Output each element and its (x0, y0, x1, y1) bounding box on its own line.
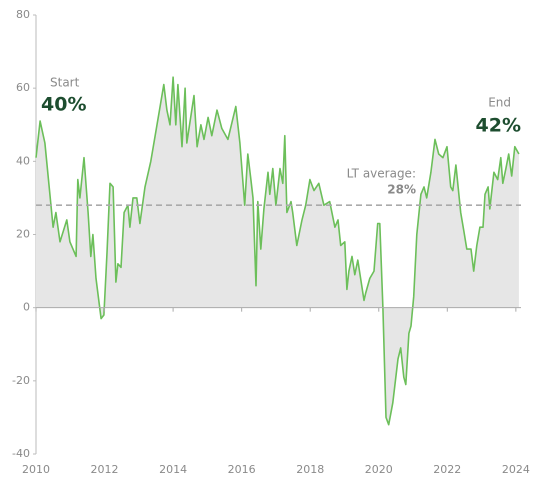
series-line (35, 76, 520, 426)
y-tick-label: 40 (16, 154, 30, 167)
average-value: 28% (387, 183, 416, 197)
x-tick-label: 2016 (228, 463, 256, 476)
x-tick-label: 2024 (502, 463, 530, 476)
x-tick-label: 2022 (433, 463, 461, 476)
y-tick-label: 60 (16, 81, 30, 94)
x-tick-label: 2014 (159, 463, 187, 476)
average-label: LT average: (347, 167, 416, 181)
start-label: Start (50, 76, 80, 90)
end-label: End (488, 96, 511, 110)
y-tick-label: 0 (23, 301, 30, 314)
end-value: 42% (476, 115, 521, 137)
x-tick-label: 2010 (22, 463, 50, 476)
y-tick-label: -20 (12, 374, 30, 387)
x-tick-label: 2020 (365, 463, 393, 476)
area (36, 77, 519, 425)
y-tick-label: -40 (12, 447, 30, 460)
start-value: 40% (41, 94, 86, 116)
y-tick-label: 20 (16, 228, 30, 241)
y-tick-label: 80 (16, 8, 30, 21)
x-tick-label: 2018 (296, 463, 324, 476)
x-tick-label: 2012 (91, 463, 119, 476)
